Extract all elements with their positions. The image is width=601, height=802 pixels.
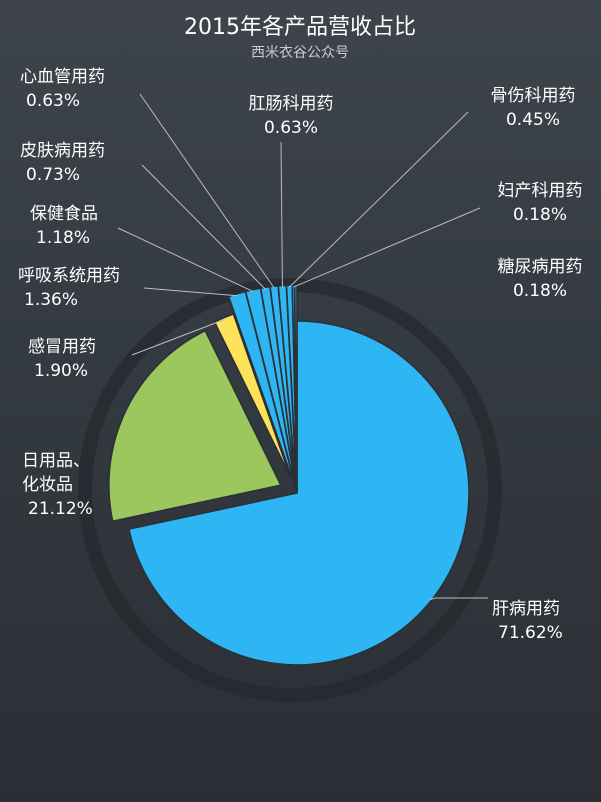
pie-slice (108, 329, 282, 523)
slice-label-name: 心血管用药 (20, 67, 105, 87)
leader-line (141, 164, 266, 290)
slice-label-name: 感冒用药 (28, 337, 96, 357)
slice-label-value: 0.18% (513, 205, 567, 225)
slice-label-value: 1.18% (36, 228, 90, 248)
slice-label: 糖尿病用药 0.18% (498, 257, 583, 301)
slice-label-name: 化妆品 (22, 475, 73, 495)
slice-label-name: 骨伤科用药 (491, 86, 576, 106)
slice-label-name: 妇产科用药 (498, 181, 583, 201)
slice-label-name: 呼吸系统用药 (18, 266, 120, 286)
chart-title: 2015年各产品营收占比 (184, 15, 416, 40)
slice-label-value: 0.63% (264, 118, 318, 138)
slice-label-name: 糖尿病用药 (498, 257, 583, 277)
slice-label-name: 保健食品 (30, 204, 98, 224)
slice-label: 保健食品 1.18% (30, 204, 98, 248)
slice-label: 肝病用药 71.62% (492, 599, 563, 643)
slice-label: 感冒用药 1.90% (28, 337, 96, 381)
pie-slice (128, 320, 470, 666)
leader-line (289, 111, 469, 288)
slice-label-value: 1.90% (34, 361, 88, 381)
slice-label-value: 0.63% (26, 91, 80, 111)
slice-label-value: 71.62% (498, 623, 563, 643)
slice-label: 骨伤科用药 0.45% (491, 86, 576, 130)
slice-label-value: 0.18% (513, 281, 567, 301)
slice-labels: 肝病用药 71.62% 日用品、化妆品 21.12% 感冒用药 1.90% 呼吸系统用药 1.… (18, 67, 583, 643)
slice-label: 肛肠科用药 0.63% (249, 94, 334, 138)
leader-line (429, 597, 488, 601)
slice-label: 日用品、化妆品 21.12% (22, 451, 93, 519)
leader-line (280, 141, 283, 288)
slice-label: 皮肤病用药 0.73% (20, 141, 105, 185)
slice-label-value: 0.45% (506, 110, 560, 130)
slice-label-name: 肝病用药 (492, 599, 560, 619)
slice-label-name: 肛肠科用药 (249, 94, 334, 114)
leader-line (117, 227, 254, 293)
leader-lines (117, 93, 488, 601)
pie-slice (293, 284, 298, 491)
pie-slice (213, 313, 291, 478)
slice-label-name: 皮肤病用药 (20, 141, 105, 161)
leader-line (293, 207, 481, 288)
slice-label: 妇产科用药 0.18% (498, 181, 583, 225)
slice-label-value: 1.36% (24, 290, 78, 310)
slice-label-value: 0.73% (26, 165, 80, 185)
leader-line (139, 93, 275, 289)
slice-label: 心血管用药 0.63% (20, 67, 105, 111)
slice-label: 呼吸系统用药 1.36% (18, 266, 120, 310)
leader-line (131, 319, 225, 356)
leader-line (143, 287, 238, 297)
slice-label-value: 21.12% (28, 499, 93, 519)
slice-label-name: 日用品、 (22, 451, 90, 471)
pie-slices (108, 284, 470, 666)
chart-subtitle: 西米衣谷公众号 (251, 45, 349, 61)
